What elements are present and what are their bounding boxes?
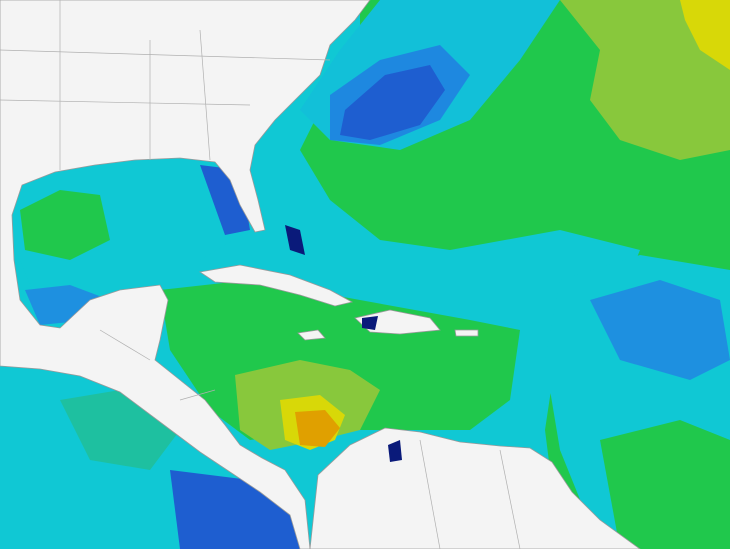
wave-zone-orange — [295, 410, 340, 447]
wave-zone-darkblue — [340, 65, 445, 140]
political-borders — [0, 0, 521, 549]
wave-zone-blue — [590, 280, 730, 380]
land-north-america — [0, 0, 371, 549]
wave-zone-yellowgreen — [560, 0, 730, 160]
island-hispaniola — [354, 309, 441, 335]
wave-zone-green — [20, 190, 110, 260]
island-jamaica — [297, 329, 326, 341]
wave-zone-darkblue — [170, 470, 300, 549]
wave-zone-yellow — [680, 0, 730, 70]
wave-zone-green — [600, 420, 730, 549]
island-puerto-rico — [454, 329, 479, 337]
shallow-water — [285, 225, 305, 255]
shallow-water — [362, 316, 378, 330]
island-cuba — [198, 264, 354, 307]
shallow-water — [388, 440, 402, 462]
